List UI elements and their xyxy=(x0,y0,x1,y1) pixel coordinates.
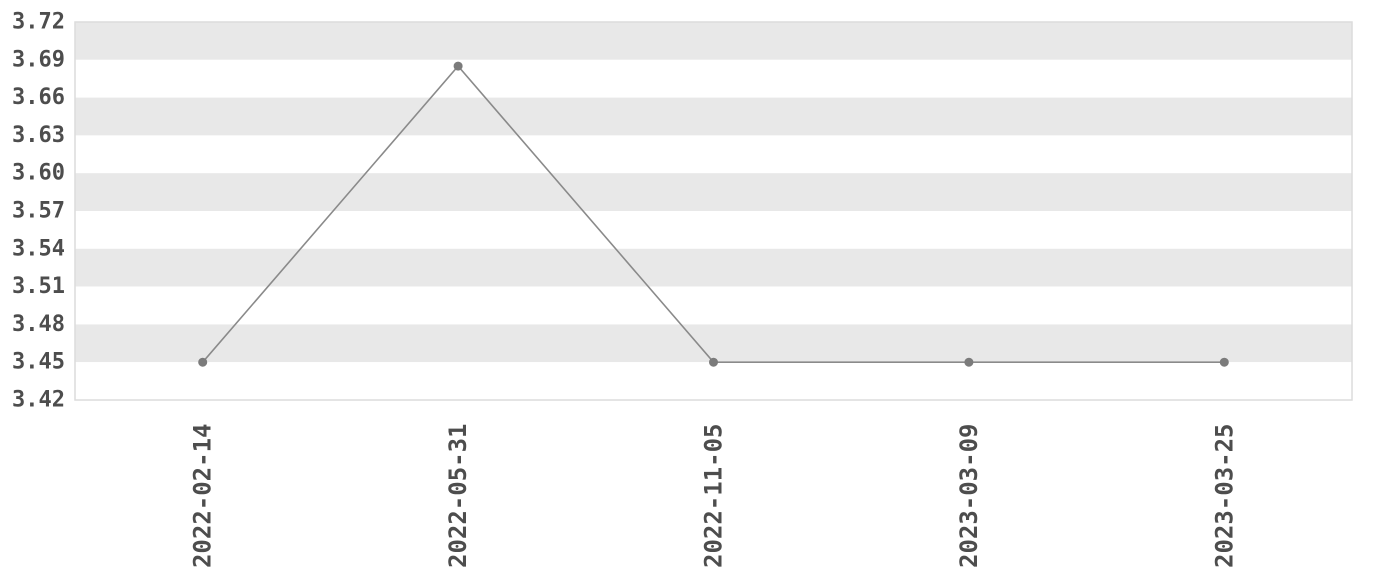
y-axis-tick-label: 3.69 xyxy=(12,47,65,72)
y-axis-tick-label: 3.51 xyxy=(12,274,65,299)
y-axis-tick-label: 3.66 xyxy=(12,85,65,110)
y-axis-tick-label: 3.42 xyxy=(12,388,65,413)
grid-band xyxy=(75,135,1352,174)
x-axis-tick-label: 2023-03-25 xyxy=(1210,424,1238,569)
data-point-marker xyxy=(198,357,208,367)
x-axis-tick-label: 2022-02-14 xyxy=(189,424,217,569)
grid-band xyxy=(75,248,1352,287)
grid-band xyxy=(75,97,1352,136)
data-point-marker xyxy=(709,357,718,367)
y-axis-tick-label: 3.57 xyxy=(12,199,65,224)
x-axis-tick-label: 2022-11-05 xyxy=(700,424,728,569)
data-point-marker xyxy=(964,357,974,367)
y-axis-tick-label: 3.48 xyxy=(12,312,65,337)
plot-border xyxy=(74,21,1353,401)
grid-band xyxy=(75,22,1352,60)
grid-band xyxy=(75,59,1352,98)
x-axis-tick-label: 2023-03-09 xyxy=(955,424,983,569)
grid-band xyxy=(75,362,1352,400)
data-point-marker xyxy=(1219,357,1229,367)
grid-band xyxy=(75,211,1352,249)
data-point-marker xyxy=(453,61,463,71)
y-axis-tick-label: 3.54 xyxy=(12,236,65,261)
y-axis-tick-label: 3.63 xyxy=(12,123,65,148)
y-axis-tick-label: 3.72 xyxy=(12,10,65,35)
y-axis-tick-label: 3.45 xyxy=(12,350,65,375)
grid-band xyxy=(75,286,1352,325)
grid-band xyxy=(75,173,1352,211)
y-axis-tick-label: 3.60 xyxy=(12,161,65,186)
x-axis-tick-label: 2022-05-31 xyxy=(444,424,472,568)
grid-band xyxy=(75,324,1352,363)
